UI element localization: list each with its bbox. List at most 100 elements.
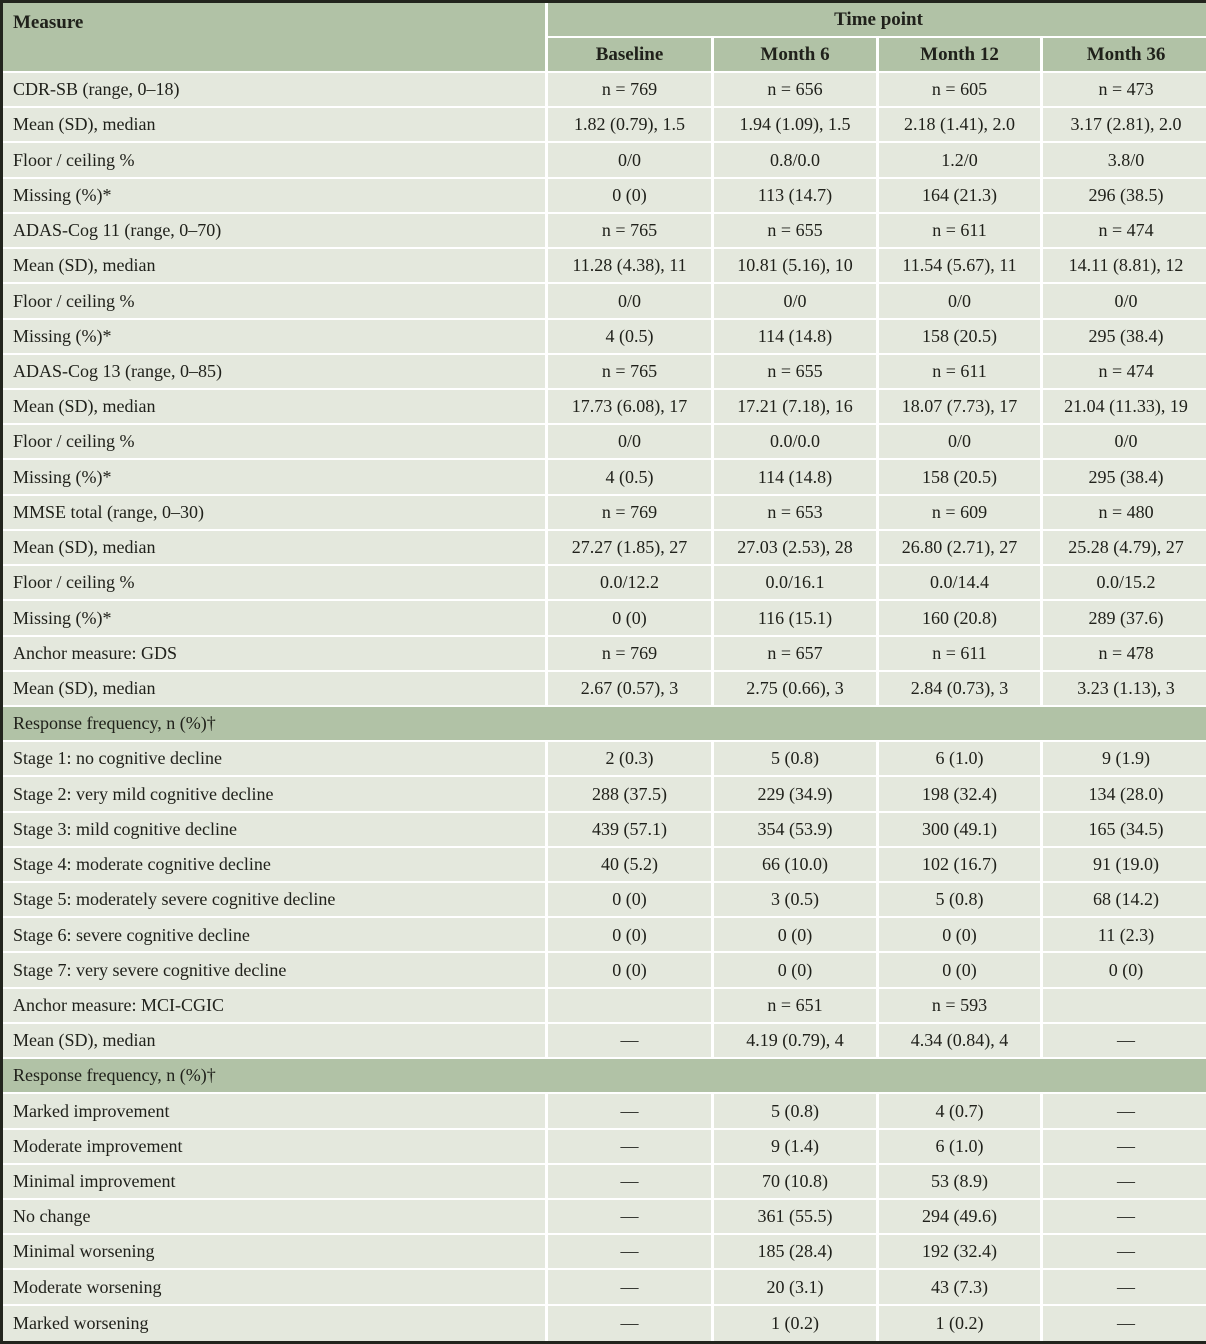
value-cell: 1.94 (1.09), 1.5	[714, 108, 879, 144]
value-cell: 2.67 (0.57), 3	[548, 671, 714, 707]
value-cell: 165 (34.5)	[1043, 812, 1206, 848]
value-cell: 158 (20.5)	[879, 319, 1043, 355]
value-cell: 21.04 (11.33), 19	[1043, 389, 1206, 426]
table-row: Floor / ceiling % 0.0/12.2 0.0/16.1 0.0/14.…	[3, 566, 1206, 602]
value-cell: 295 (38.4)	[1043, 319, 1206, 355]
measure-label: Anchor measure: MCI-CGIC	[3, 988, 548, 1024]
value-cell: 6 (1.0)	[879, 1129, 1043, 1165]
value-cell: 114 (14.8)	[714, 460, 879, 496]
value-cell: 5 (0.8)	[714, 742, 879, 778]
value-cell: 91 (19.0)	[1043, 847, 1206, 884]
value-cell: 40 (5.2)	[548, 847, 714, 884]
value-cell: 0 (0)	[548, 883, 714, 919]
value-cell: 2.18 (1.41), 2.0	[879, 108, 1043, 144]
value-cell: —	[548, 1235, 714, 1271]
value-cell: 66 (10.0)	[714, 847, 879, 884]
value-cell: 0/0	[879, 284, 1043, 320]
value-cell: 116 (15.1)	[714, 601, 879, 637]
value-cell: 295 (38.4)	[1043, 460, 1206, 496]
value-cell: 0/0	[548, 284, 714, 320]
table-row: Stage 3: mild cognitive decline 439 (57.1…	[3, 812, 1206, 848]
table-row: Moderate worsening —20 (3.1) 43 (7.3) —	[3, 1270, 1206, 1306]
value-cell: n = 765	[548, 213, 714, 250]
value-cell: 0 (0)	[548, 918, 714, 954]
table-row: CDR-SB (range, 0–18) n = 769 n = 656 n = 60…	[3, 73, 1206, 109]
measure-label: Minimal improvement	[3, 1164, 548, 1200]
measure-label: Stage 2: very mild cognitive decline	[3, 777, 548, 813]
value-cell: 439 (57.1)	[548, 812, 714, 848]
table-row: Minimal worsening —185 (28.4) 192 (32.4) —	[3, 1235, 1206, 1271]
measure-label: Mean (SD), median	[3, 530, 548, 567]
value-cell: —	[548, 1129, 714, 1165]
value-cell: n = 474	[1043, 213, 1206, 250]
value-cell: 0 (0)	[879, 953, 1043, 989]
value-cell: —	[1043, 1235, 1206, 1271]
value-cell: 354 (53.9)	[714, 812, 879, 848]
value-cell: n = 769	[548, 73, 714, 109]
value-cell: —	[548, 1164, 714, 1200]
column-header-baseline: Baseline	[548, 38, 714, 73]
table-row: Marked improvement —5 (0.8) 4 (0.7) —	[3, 1094, 1206, 1130]
measure-column-header: Measure	[3, 3, 548, 73]
table-row: No change —361 (55.5) 294 (49.6) —	[3, 1200, 1206, 1236]
value-cell: —	[548, 1200, 714, 1236]
value-cell: 3 (0.5)	[714, 883, 879, 919]
table-row: MMSE total (range, 0–30) n = 769 n = 653 n …	[3, 495, 1206, 531]
measure-label: Mean (SD), median	[3, 108, 548, 144]
value-cell: 229 (34.9)	[714, 777, 879, 813]
measure-label: No change	[3, 1200, 548, 1236]
table-row: Stage 5: moderately severe cognitive dec…	[3, 883, 1206, 919]
measure-label: ADAS-Cog 13 (range, 0–85)	[3, 354, 548, 390]
timepoint-group-header: Time point	[548, 3, 1206, 38]
measure-label: Stage 7: very severe cognitive decline	[3, 953, 548, 989]
table-row: Missing (%)* 4 (0.5) 114 (14.8) 158 (20.5) 2…	[3, 319, 1206, 355]
column-header-month36: Month 36	[1043, 38, 1206, 73]
table-row: ADAS-Cog 13 (range, 0–85) n = 765 n = 655 n…	[3, 354, 1206, 390]
value-cell: —	[548, 1023, 714, 1060]
measure-label: Floor / ceiling %	[3, 566, 548, 602]
value-cell: 192 (32.4)	[879, 1235, 1043, 1271]
measure-label: Stage 3: mild cognitive decline	[3, 812, 548, 848]
value-cell: 2 (0.3)	[548, 742, 714, 778]
value-cell: 160 (20.8)	[879, 601, 1043, 637]
measure-label: Mean (SD), median	[3, 1023, 548, 1060]
value-cell: 3.23 (1.13), 3	[1043, 671, 1206, 707]
header-row-columns: Baseline Month 6 Month 12 Month 36	[3, 38, 1206, 73]
value-cell: n = 651	[714, 988, 879, 1024]
measure-label: Minimal worsening	[3, 1235, 548, 1271]
value-cell: n = 474	[1043, 354, 1206, 390]
value-cell: 198 (32.4)	[879, 777, 1043, 813]
value-cell: 0 (0)	[548, 178, 714, 214]
value-cell: 9 (1.9)	[1043, 742, 1206, 778]
value-cell: 17.73 (6.08), 17	[548, 389, 714, 426]
measure-label: Stage 6: severe cognitive decline	[3, 918, 548, 954]
value-cell: 14.11 (8.81), 12	[1043, 249, 1206, 285]
value-cell: —	[1043, 1094, 1206, 1130]
value-cell: 1 (0.2)	[714, 1305, 879, 1341]
measure-label: Missing (%)*	[3, 460, 548, 496]
value-cell: —	[1043, 1305, 1206, 1341]
measure-label: Stage 5: moderately severe cognitive dec…	[3, 883, 548, 919]
value-cell: 25.28 (4.79), 27	[1043, 530, 1206, 567]
table-row: Floor / ceiling % 0/0 0.8/0.0 1.2/0 3.8/0	[3, 143, 1206, 179]
table-row: Missing (%)* 4 (0.5) 114 (14.8) 158 (20.5) 2…	[3, 460, 1206, 496]
column-header-month12: Month 12	[879, 38, 1043, 73]
value-cell: n = 611	[879, 213, 1043, 250]
value-cell: n = 473	[1043, 73, 1206, 109]
value-cell: 11.54 (5.67), 11	[879, 249, 1043, 285]
measure-label: Stage 4: moderate cognitive decline	[3, 847, 548, 884]
value-cell: 0.0/12.2	[548, 566, 714, 602]
value-cell: n = 480	[1043, 495, 1206, 531]
section-label: Response frequency, n (%)†	[3, 1059, 1206, 1095]
table-row: ADAS-Cog 11 (range, 0–70) n = 765 n = 655 n…	[3, 213, 1206, 250]
measures-by-timepoint-table: Measure Time point Baseline Month 6 Mont…	[3, 3, 1206, 1341]
measure-label: Marked improvement	[3, 1094, 548, 1130]
value-cell: 26.80 (2.71), 27	[879, 530, 1043, 567]
value-cell: 3.17 (2.81), 2.0	[1043, 108, 1206, 144]
section-row: Response frequency, n (%)†	[3, 706, 1206, 743]
value-cell: 361 (55.5)	[714, 1200, 879, 1236]
value-cell: n = 657	[714, 636, 879, 672]
table-row: Anchor measure: GDS n = 769 n = 657 n = 611…	[3, 636, 1206, 672]
table-row: Mean (SD), median 17.73 (6.08), 17 17.21 (…	[3, 389, 1206, 426]
